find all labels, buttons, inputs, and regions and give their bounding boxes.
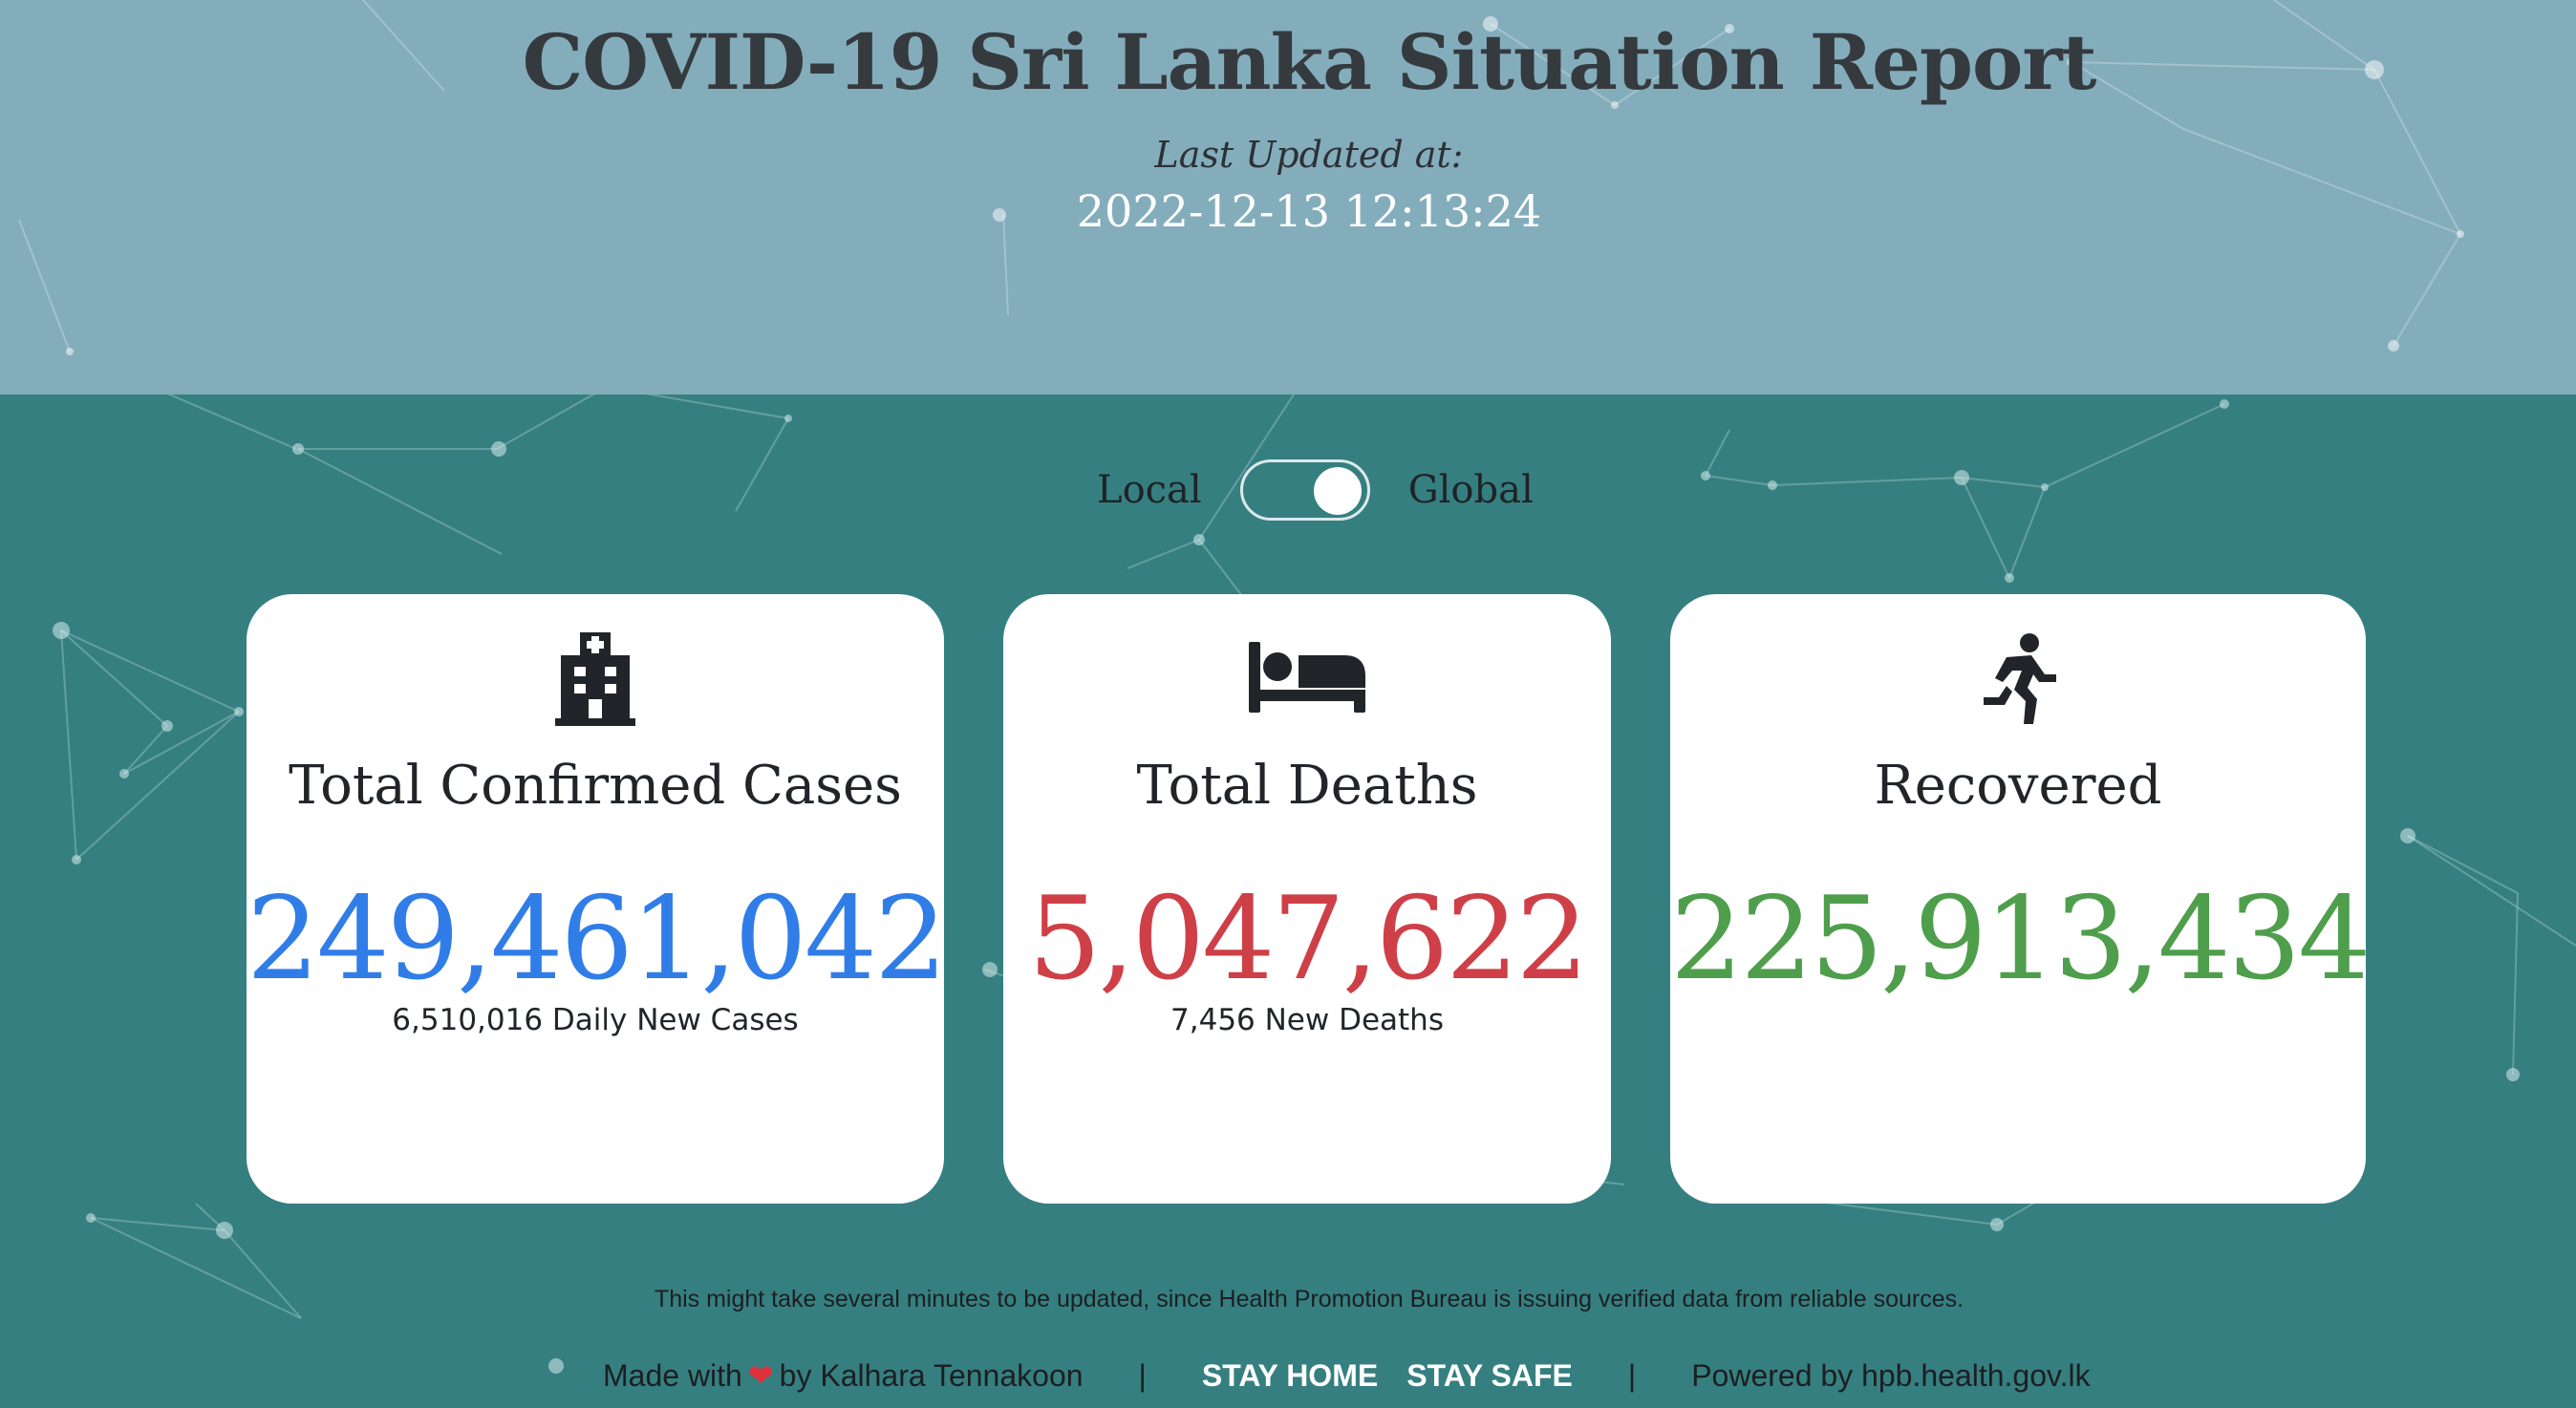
card-value: 225,913,434 bbox=[1670, 873, 2371, 1006]
footer-made-with: Made with bbox=[603, 1357, 742, 1393]
card-total-confirmed-cases: Total Confirmed Cases 249,461,042 6,510,… bbox=[247, 594, 947, 1204]
header-network bbox=[18, 0, 2464, 355]
bed-icon bbox=[1249, 642, 1365, 713]
last-updated-value: 2022-12-13 12:13:24 bbox=[1076, 185, 1542, 237]
footer-stay-home: STAY HOME bbox=[1201, 1357, 1379, 1393]
footer-separator: | bbox=[1138, 1357, 1147, 1393]
card-subtext: 7,456 New Deaths bbox=[1170, 1003, 1444, 1037]
footer-author: by Kalhara Tennakoon bbox=[779, 1357, 1084, 1393]
footer: Made with ❤ by Kalhara Tennakoon | STAY … bbox=[603, 1355, 2091, 1397]
header-band bbox=[0, 0, 2576, 395]
footer-powered-by[interactable]: Powered by hpb.health.gov.lk bbox=[1691, 1357, 2091, 1393]
toggle-label-global[interactable]: Global bbox=[1407, 468, 1534, 512]
card-value: 249,461,042 bbox=[247, 873, 947, 1006]
footer-separator: | bbox=[1627, 1357, 1637, 1393]
running-person-icon bbox=[1984, 633, 2056, 724]
footer-stay-safe: STAY SAFE bbox=[1406, 1357, 1573, 1393]
card-subtext: 6,510,016 Daily New Cases bbox=[392, 1003, 799, 1037]
update-note: This might take several minutes to be up… bbox=[654, 1286, 1964, 1312]
card-title: Total Confirmed Cases bbox=[289, 755, 902, 817]
page-title: COVID-19 Sri Lanka Situation Report bbox=[522, 17, 2097, 107]
heart-icon: ❤ bbox=[747, 1358, 774, 1393]
hospital-icon bbox=[555, 632, 635, 726]
card-recovered: Recovered 225,913,434 bbox=[1670, 594, 2371, 1204]
card-title: Total Deaths bbox=[1136, 755, 1478, 817]
card-total-deaths: Total Deaths 5,047,622 7,456 New Deaths bbox=[1003, 594, 1611, 1204]
last-updated-label: Last Updated at: bbox=[1154, 134, 1464, 176]
toggle-label-local[interactable]: Local bbox=[1097, 468, 1202, 512]
card-title: Recovered bbox=[1874, 755, 2162, 817]
local-global-toggle: Local Global bbox=[1097, 457, 1534, 523]
toggle-switch[interactable] bbox=[1239, 459, 1370, 521]
card-value: 5,047,622 bbox=[1028, 873, 1589, 1006]
toggle-knob bbox=[1313, 467, 1362, 515]
